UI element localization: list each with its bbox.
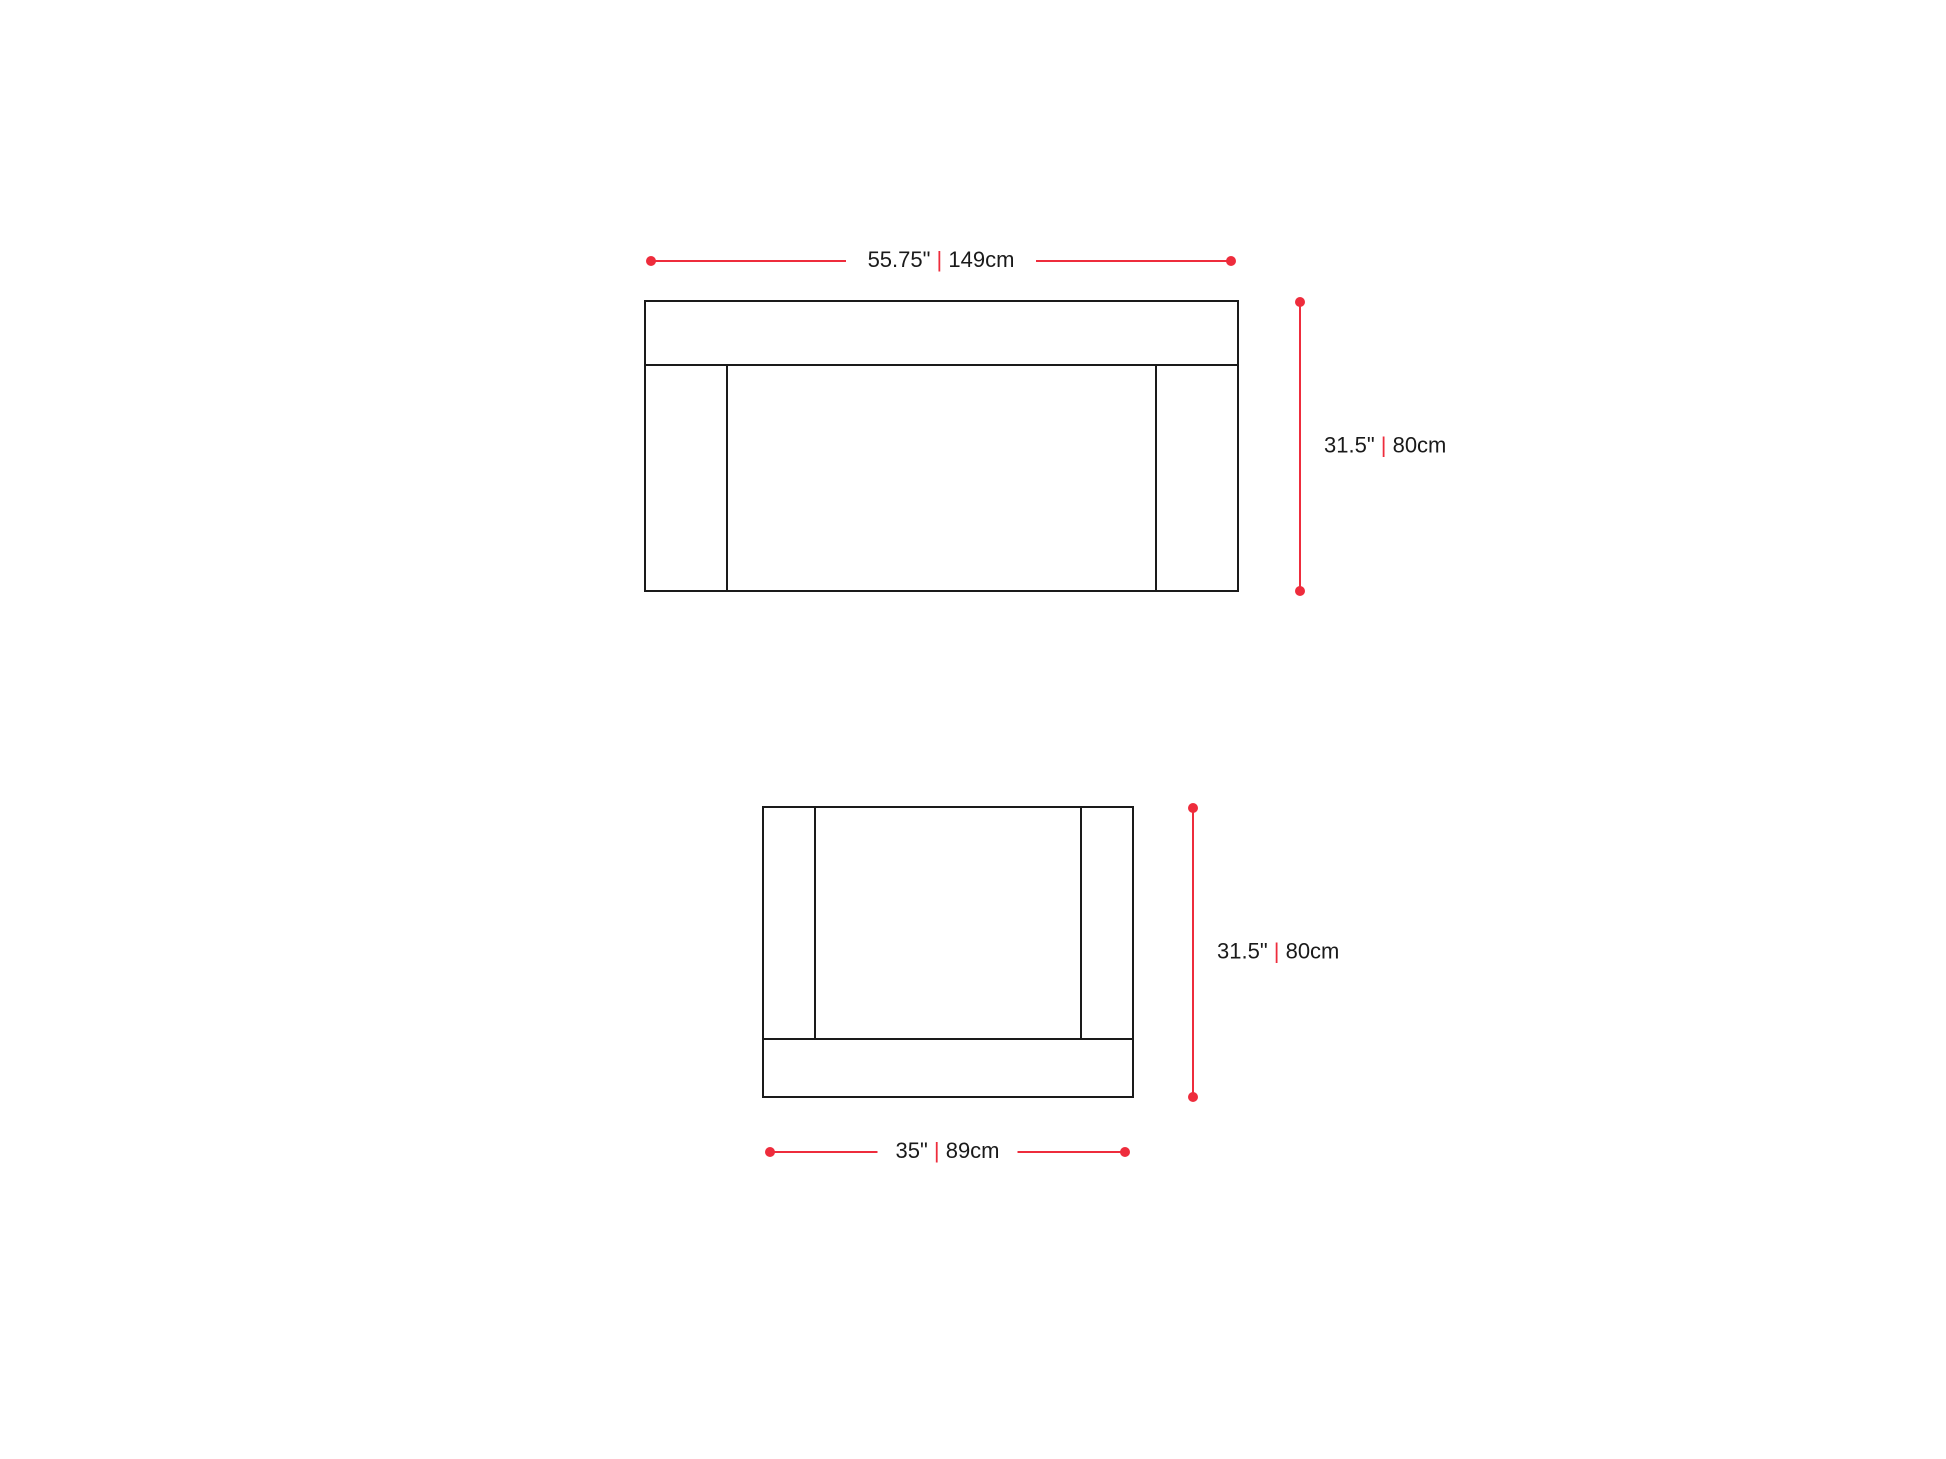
top-height-dim-dot-top [1295, 297, 1305, 307]
bottom-width-dim-dot-left [765, 1147, 775, 1157]
bottom-height-dim-label: 31.5" | 80cm [1217, 938, 1339, 963]
dimension-diagram: 55.75" | 149cm 31.5" | 80cm 31.5" | 80cm 35… [0, 0, 1946, 1459]
top-view-outline [645, 301, 1238, 591]
bottom-view-outline [763, 807, 1133, 1097]
top-width-dim-dot-left [646, 256, 656, 266]
bottom-height-dim-dot-top [1188, 803, 1198, 813]
top-width-dim-label: 55.75" | 149cm [868, 247, 1015, 272]
bottom-width-dim-dot-right [1120, 1147, 1130, 1157]
bottom-height-dim-dot-bottom [1188, 1092, 1198, 1102]
top-width-dim-dot-right [1226, 256, 1236, 266]
bottom-width-dim-label: 35" | 89cm [895, 1138, 999, 1163]
top-height-dim-dot-bottom [1295, 586, 1305, 596]
top-height-dim-label: 31.5" | 80cm [1324, 432, 1446, 457]
